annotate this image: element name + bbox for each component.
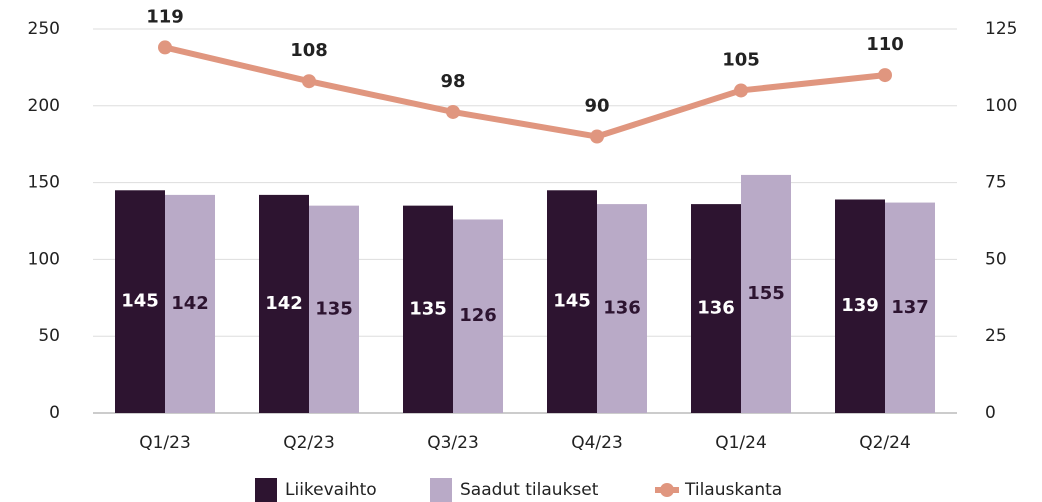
value-label: 108 xyxy=(290,40,328,61)
value-label: 135 xyxy=(315,298,353,319)
value-label: 145 xyxy=(553,291,591,312)
line-point xyxy=(590,129,604,144)
value-label: 98 xyxy=(440,71,465,92)
y-tick-label: 100 xyxy=(28,249,60,269)
bar xyxy=(885,202,935,413)
x-tick-label: Q3/23 xyxy=(427,433,479,453)
x-tick-label: Q1/23 xyxy=(139,433,191,453)
y2-tick-label: 0 xyxy=(985,403,996,423)
bar xyxy=(259,194,309,413)
y2-tick-label: 75 xyxy=(985,173,1007,193)
legend-label: Liikevaihto xyxy=(285,480,377,500)
bar xyxy=(835,199,885,413)
x-tick-label: Q2/23 xyxy=(283,433,335,453)
line-point xyxy=(878,68,892,83)
value-label: 119 xyxy=(146,6,184,27)
bar xyxy=(691,204,741,413)
bar xyxy=(115,190,165,413)
bar xyxy=(403,205,453,413)
bar xyxy=(597,204,647,413)
x-tick-label: Q4/23 xyxy=(571,433,623,453)
value-label: 142 xyxy=(265,293,303,314)
legend-swatch xyxy=(660,483,674,497)
y-tick-label: 250 xyxy=(28,19,60,39)
line xyxy=(164,44,886,140)
line-point xyxy=(734,83,748,98)
y-tick-label: 200 xyxy=(28,96,60,116)
value-label: 139 xyxy=(841,295,879,316)
bar xyxy=(741,174,791,413)
legend-label: Saadut tilaukset xyxy=(460,480,599,500)
value-label: 155 xyxy=(747,283,785,304)
line-point xyxy=(158,40,172,55)
value-label: 145 xyxy=(121,291,159,312)
value-label: 110 xyxy=(866,34,904,55)
line-point xyxy=(446,104,460,119)
y2-tick-label: 125 xyxy=(985,19,1017,39)
bar xyxy=(309,205,359,413)
y-tick-label: 150 xyxy=(28,173,60,193)
value-label: 90 xyxy=(584,96,609,117)
value-label: 135 xyxy=(409,298,447,319)
x-tick-label: Q2/24 xyxy=(859,433,911,453)
legend-swatch xyxy=(430,478,452,502)
y2-tick-label: 50 xyxy=(985,249,1007,269)
value-label: 137 xyxy=(891,297,929,318)
line-point xyxy=(302,74,316,89)
y2-tick-label: 100 xyxy=(985,96,1017,116)
x-tick-label: Q1/24 xyxy=(715,433,767,453)
legend-swatch xyxy=(255,478,277,502)
value-label: 126 xyxy=(459,305,497,326)
value-label: 136 xyxy=(697,298,735,319)
y2-tick-label: 25 xyxy=(985,326,1007,346)
y-tick-label: 0 xyxy=(49,403,60,423)
y-tick-label: 50 xyxy=(38,326,60,346)
value-label: 142 xyxy=(171,293,209,314)
value-label: 105 xyxy=(722,49,760,70)
value-label: 136 xyxy=(603,298,641,319)
legend-label: Tilauskanta xyxy=(684,480,782,500)
bar xyxy=(165,194,215,413)
bar xyxy=(547,190,597,413)
bar xyxy=(453,219,503,413)
